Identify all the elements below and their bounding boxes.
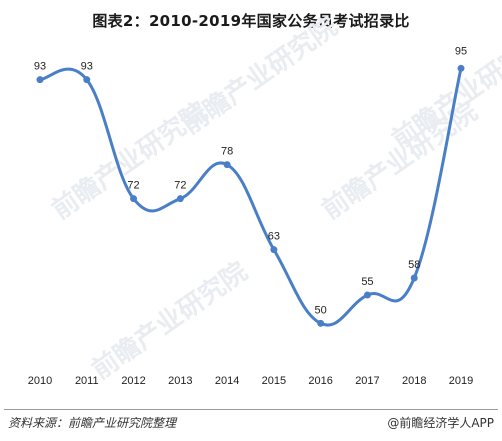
data-label-2017: 55: [361, 276, 373, 288]
x-tick-label-2013: 2013: [168, 375, 192, 387]
data-label-2018: 58: [408, 259, 420, 271]
data-label-2019: 95: [455, 45, 467, 57]
x-tick-label-2018: 2018: [402, 375, 426, 387]
chart-title: 图表2：2010-2019年国家公务员考试招录比: [92, 12, 410, 30]
data-label-2014: 78: [221, 146, 233, 158]
data-label-2016: 50: [315, 304, 327, 316]
footer-divider: [4, 409, 498, 410]
x-tick-label-2010: 2010: [28, 375, 52, 387]
data-label-2010: 93: [34, 61, 46, 73]
series-line-layer: [38, 66, 463, 327]
data-point-2010: [36, 76, 44, 84]
watermark-text-1: 前瞻产业研究院: [176, 11, 343, 141]
watermark-text-3: 前瞻产业研究院: [86, 256, 253, 386]
x-tick-label-2017: 2017: [355, 375, 379, 387]
data-point-2014: [223, 161, 231, 169]
data-label-2011: 93: [81, 61, 93, 73]
credit-note: @前瞻经济学人APP: [387, 416, 494, 430]
data-label-2012: 72: [127, 180, 139, 192]
data-point-2016: [317, 319, 325, 327]
data-point-2012: [130, 195, 138, 203]
data-marker-layer: [36, 64, 465, 327]
data-point-2018: [410, 274, 418, 282]
data-label-2015: 63: [268, 231, 280, 243]
data-point-2011: [83, 76, 91, 84]
data-point-2019: [457, 64, 465, 72]
x-tick-label-2014: 2014: [215, 375, 239, 387]
x-tick-label-2019: 2019: [449, 375, 473, 387]
x-tick-label-2011: 2011: [75, 375, 99, 387]
series-line: [38, 66, 463, 327]
data-point-2013: [176, 195, 184, 203]
data-label-layer: 93 93 72 72 78 63 50 55 58 95: [34, 45, 467, 316]
data-point-2017: [363, 291, 371, 299]
x-tick-label-2016: 2016: [308, 375, 332, 387]
data-label-2013: 72: [174, 180, 186, 192]
data-point-2015: [270, 246, 278, 254]
x-axis: 2010 2011 2012 2013 2014 2015 2016 2017 2018 2019: [28, 375, 473, 387]
x-tick-label-2012: 2012: [121, 375, 145, 387]
x-tick-label-2015: 2015: [262, 375, 286, 387]
source-note: 资料来源：前瞻产业研究院整理: [8, 416, 177, 430]
